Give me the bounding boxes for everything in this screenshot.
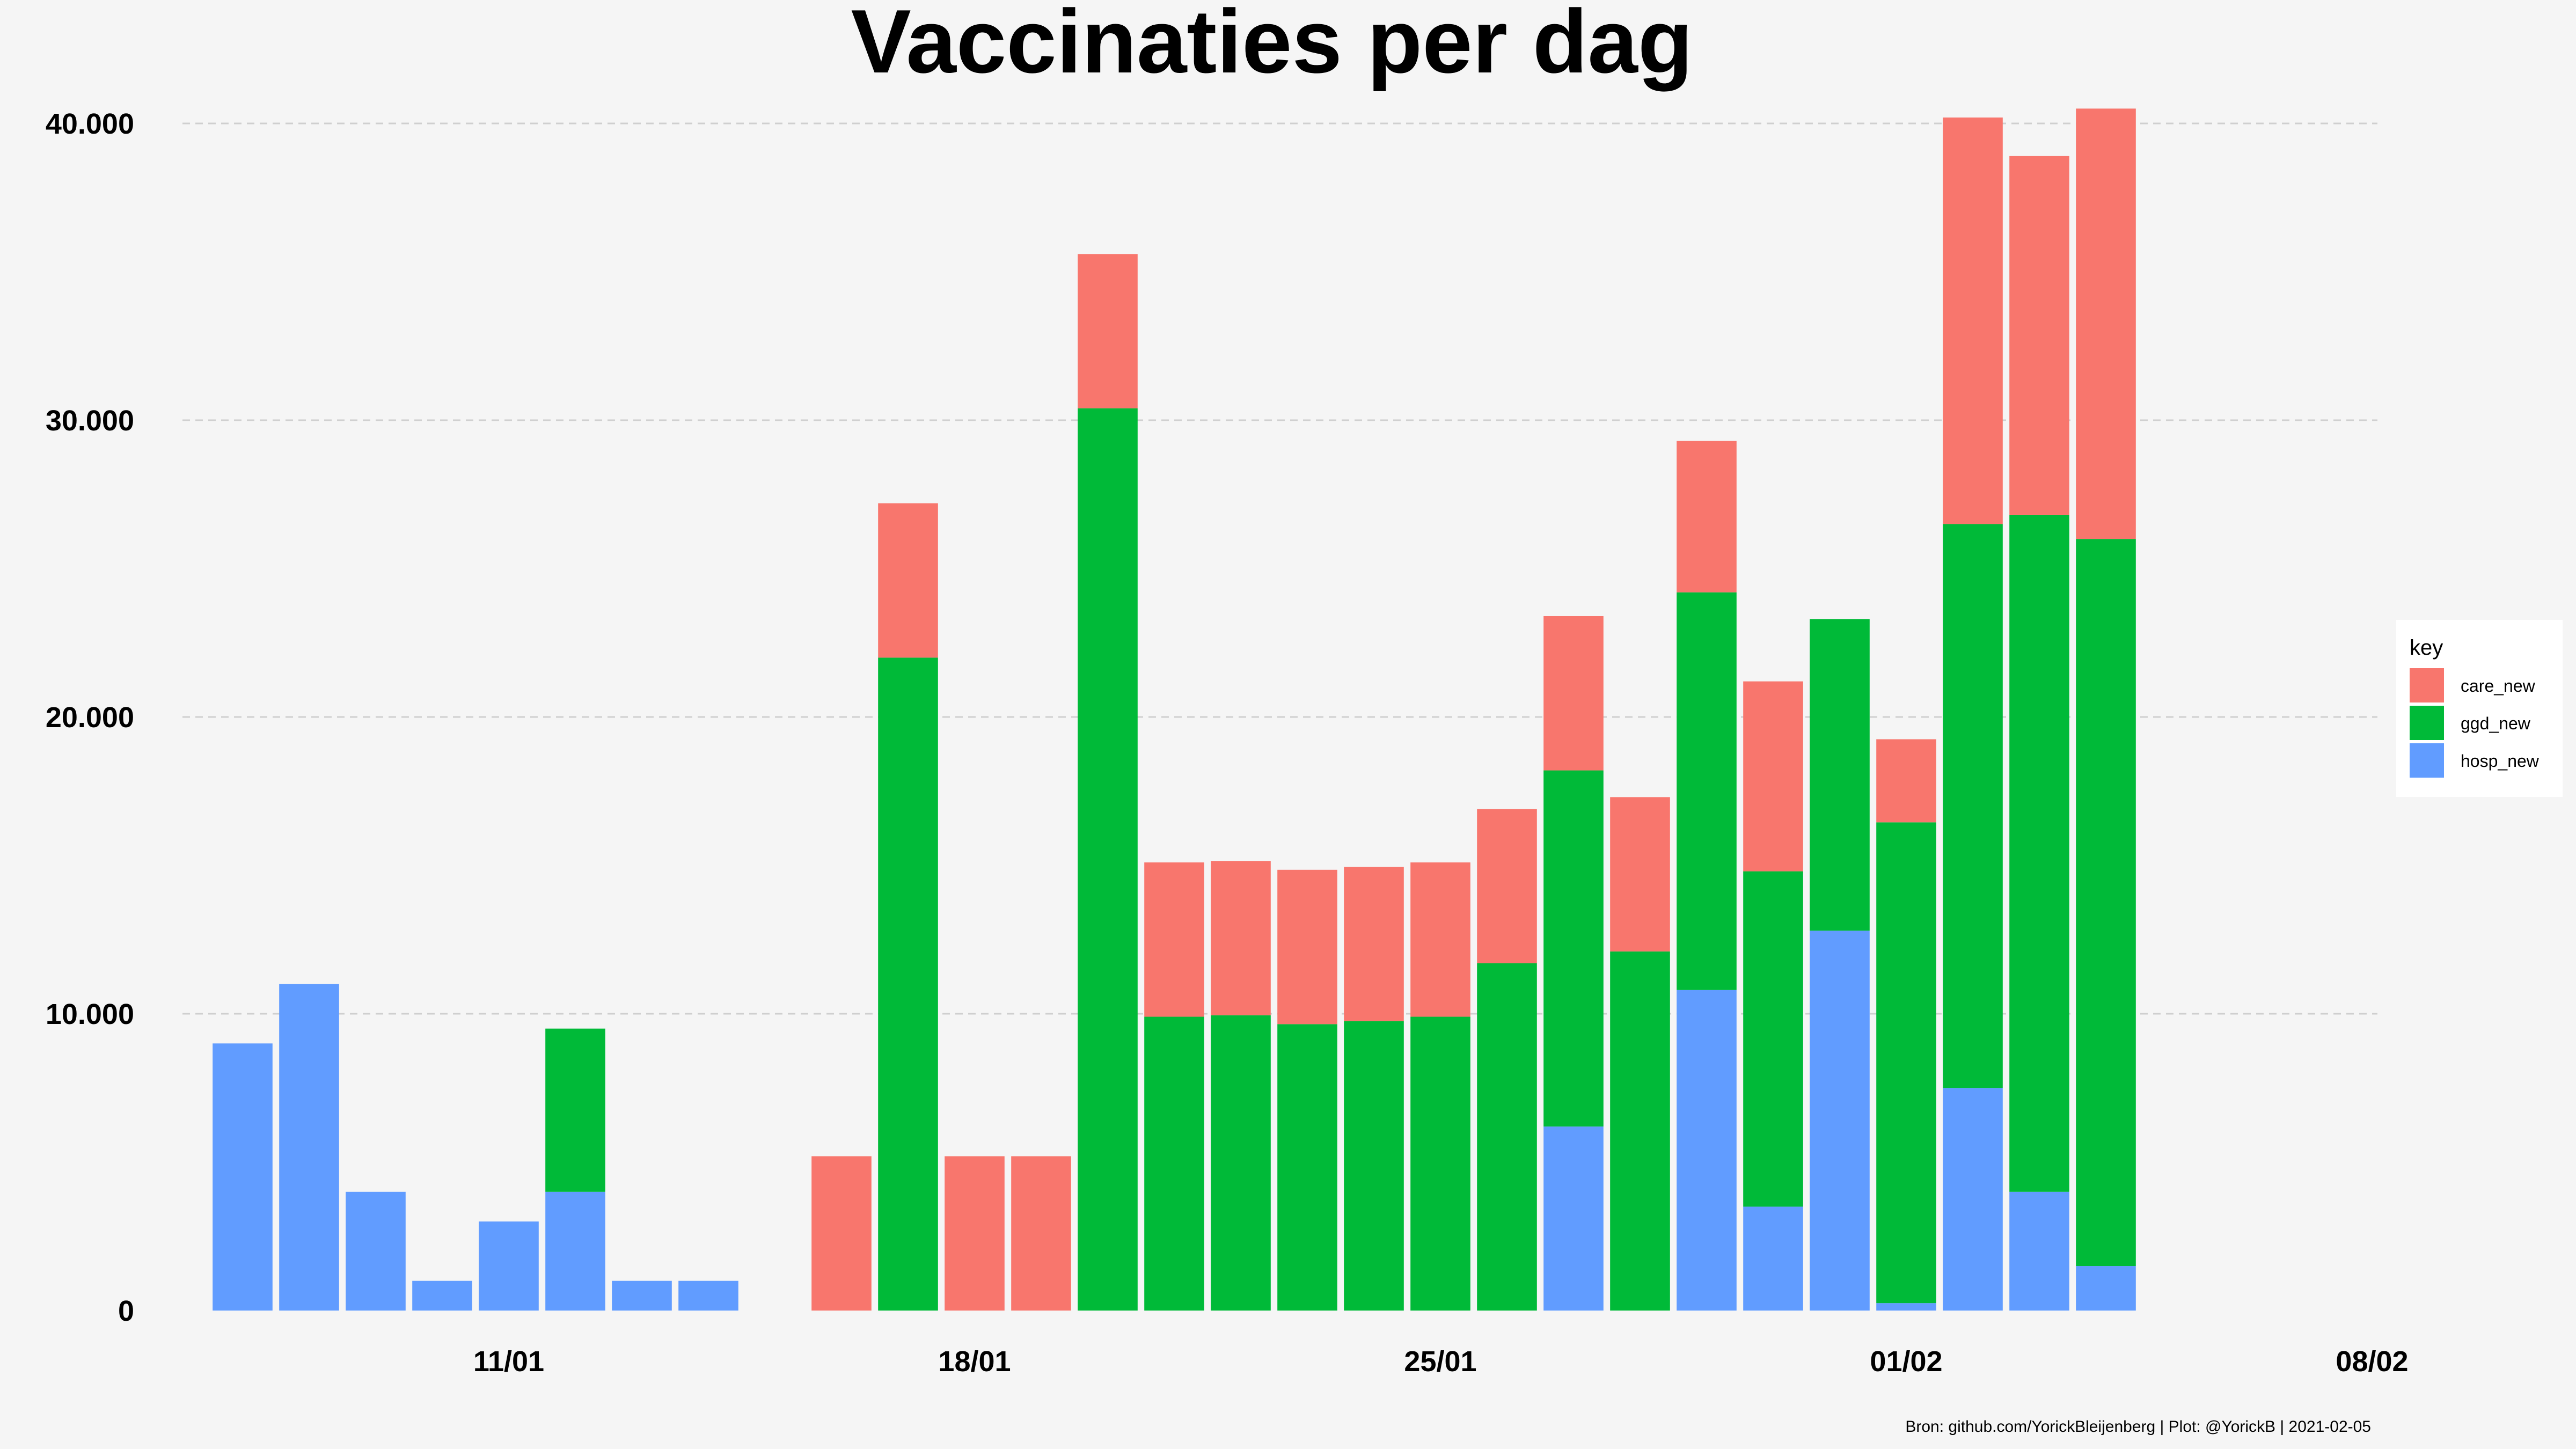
legend: key care_new ggd_new hosp_new [2396,620,2563,797]
legend-title: key [2410,636,2443,660]
bar-care-new [811,1156,872,1311]
bar-care-new [1410,862,1470,1017]
legend-label-care-new: care_new [2461,676,2536,696]
bar-hosp-new [2009,1191,2069,1311]
bar-hosp-new [479,1221,539,1311]
bar-hosp-new [1543,1126,1604,1311]
bar-ggd-new [1677,592,1737,990]
bar-hosp-new [1743,1206,1803,1311]
bar-care-new [1078,254,1138,408]
bar-ggd-new [878,657,938,1311]
legend-swatch-hosp-new [2410,743,2444,778]
bar-hosp-new [545,1191,605,1311]
bar-hosp-new [346,1191,406,1311]
bar-ggd-new [2009,515,2069,1192]
bar-ggd-new [1810,619,1870,931]
y-tick-label: 0 [118,1295,134,1327]
y-tick-label: 30.000 [46,405,134,437]
bar-care-new [1211,861,1271,1015]
bar-care-new [945,1156,1005,1311]
bar-ggd-new [1876,822,1936,1304]
bar-ggd-new [545,1028,605,1192]
bar-ggd-new [1610,951,1670,1311]
bar-ggd-new [1211,1015,1271,1311]
bar-care-new [1543,616,1604,771]
bar-care-new [2009,156,2069,515]
y-tick-label: 40.000 [46,108,134,140]
y-axis: 0 10.000 20.000 30.000 40.000 [46,108,134,1327]
chart-title: Vaccinaties per dag [851,0,1693,92]
bar-hosp-new [1943,1088,2003,1311]
bar-ggd-new [1078,408,1138,1311]
bar-hosp-new [1810,931,1870,1311]
bar-care-new [1277,869,1337,1024]
x-tick-label: 08/02 [2336,1345,2408,1378]
bar-care-new [1610,797,1670,952]
x-tick-label: 25/01 [1404,1345,1476,1378]
bar-hosp-new [2076,1266,2136,1311]
legend-label-ggd-new: ggd_new [2461,714,2531,733]
bar-care-new [2076,108,2136,539]
bar-ggd-new [1410,1016,1470,1311]
legend-swatch-ggd-new [2410,706,2444,740]
y-tick-label: 10.000 [46,998,134,1030]
x-tick-label: 11/01 [473,1345,544,1378]
bar-hosp-new [612,1280,672,1311]
legend-swatch-care-new [2410,668,2444,702]
bar-care-new [1144,862,1204,1017]
x-tick-label: 01/02 [1870,1345,1942,1378]
bar-hosp-new [1876,1303,1936,1311]
chart-caption: Bron: github.com/YorickBleijenberg | Plo… [1905,1418,2371,1436]
bar-hosp-new [678,1280,738,1311]
legend-label-hosp-new: hosp_new [2461,751,2540,771]
x-tick-label: 18/01 [938,1345,1011,1378]
bar-care-new [1477,809,1537,963]
bar-ggd-new [2076,539,2136,1267]
bar-care-new [1943,117,2003,524]
bar-hosp-new [1677,990,1737,1311]
bar-hosp-new [279,984,339,1311]
bar-ggd-new [1543,770,1604,1127]
bar-care-new [1743,681,1803,872]
bar-ggd-new [1277,1024,1337,1311]
bar-hosp-new [213,1043,273,1311]
x-axis: 11/01 18/01 25/01 01/02 08/02 [473,1345,2409,1378]
bar-care-new [1677,441,1737,592]
bars [213,108,2136,1311]
bar-care-new [878,503,938,658]
bar-ggd-new [1943,524,2003,1088]
bar-hosp-new [412,1280,472,1311]
bar-care-new [1876,739,1936,823]
bar-ggd-new [1477,963,1537,1311]
bar-ggd-new [1743,871,1803,1207]
bar-care-new [1344,867,1404,1021]
bar-ggd-new [1144,1016,1204,1311]
bar-care-new [1011,1156,1071,1311]
bar-ggd-new [1344,1021,1404,1311]
y-tick-label: 20.000 [46,701,134,734]
